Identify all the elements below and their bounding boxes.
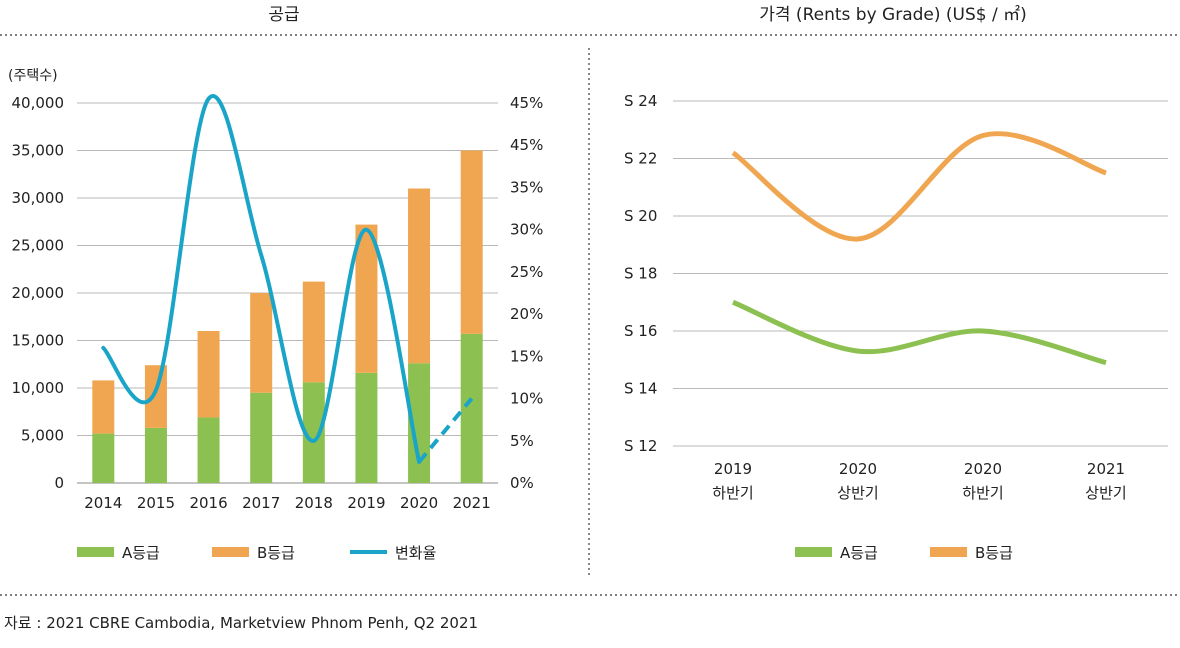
bar-grade-b-2019 (355, 224, 378, 373)
left-y-tick-label: 5,000 (21, 427, 64, 445)
right-y-tick-label: S 24 (624, 92, 657, 110)
bar-grade-b-2014 (92, 380, 115, 434)
bar-grade-b-2018 (302, 281, 325, 383)
left-y-tick-label: 20,000 (12, 284, 65, 302)
legend-label: A등급 (840, 544, 878, 562)
rent-line-grade-b (731, 131, 1107, 242)
left-x-tick-label: 2021 (453, 494, 491, 512)
left-x-tick-label: 2018 (295, 494, 333, 512)
left-x-tick-label: 2017 (242, 494, 280, 512)
left-x-tick-label: 2015 (137, 494, 175, 512)
legend-swatch-grade-a (795, 547, 832, 557)
right-y2-tick-label: 30% (510, 221, 543, 239)
left-x-tick-label: 2019 (347, 494, 385, 512)
legend-label: B등급 (975, 544, 1013, 562)
right-x-tick-year: 2019 (714, 460, 752, 478)
left-x-tick-label: 2016 (189, 494, 227, 512)
right-y-tick-label: S 20 (624, 207, 657, 225)
bar-grade-a-2018 (302, 382, 325, 483)
supply-chart-title: 공급 (268, 5, 299, 25)
left-y-tick-label: 15,000 (12, 332, 65, 350)
legend-swatch-grade-a (77, 547, 114, 557)
left-y-tick-label: 30,000 (12, 189, 65, 207)
bar-grade-b-2020 (408, 188, 431, 364)
right-y-tick-label: S 18 (624, 265, 657, 283)
left-y-tick-label: 25,000 (12, 237, 65, 255)
left-y-tick-label: 35,000 (12, 142, 65, 160)
bar-grade-a-2019 (355, 372, 378, 483)
bar-grade-b-2016 (197, 331, 220, 418)
right-y2-tick-label: 45% (510, 136, 543, 154)
bar-grade-b-2021 (460, 150, 483, 334)
right-y-tick-label: S 12 (624, 437, 657, 455)
left-y-tick-label: 10,000 (12, 379, 65, 397)
left-x-tick-label: 2014 (84, 494, 122, 512)
right-y2-tick-label: 5% (510, 432, 534, 450)
left-x-tick-label: 2020 (400, 494, 438, 512)
right-x-tick-half: 하반기 (962, 484, 1003, 502)
right-x-tick-year: 2020 (964, 460, 1002, 478)
right-y2-tick-label: 35% (510, 178, 543, 196)
right-x-tick-half: 상반기 (1085, 484, 1126, 502)
rent-chart-title: 가격 (Rents by Grade) (US$ / ㎡) (759, 5, 1027, 25)
bar-grade-a-2021 (460, 333, 483, 483)
legend-swatch-grade-b (212, 547, 249, 557)
right-y2-tick-label: 15% (510, 347, 543, 365)
bar-grade-a-2016 (197, 417, 220, 483)
right-y2-tick-label: 20% (510, 305, 543, 323)
change-rate-forecast-dashed (417, 397, 474, 464)
right-x-tick-year: 2021 (1087, 460, 1125, 478)
left-y-tick-label: 40,000 (12, 94, 65, 112)
left-y-tick-label: 0 (54, 474, 64, 492)
right-y-tick-label: S 14 (624, 380, 657, 398)
right-y-tick-label: S 16 (624, 322, 657, 340)
bar-grade-a-2017 (250, 392, 273, 483)
right-y-tick-label: S 22 (624, 150, 657, 168)
left-y-unit-label: (주택수) (8, 68, 58, 84)
legend-label: B등급 (257, 544, 295, 562)
right-x-tick-half: 상반기 (837, 484, 878, 502)
legend-swatch-grade-b (930, 547, 967, 557)
right-y2-tick-label: 45% (510, 94, 543, 112)
legend-label: 변화율 (395, 544, 436, 562)
right-y2-tick-label: 0% (510, 474, 534, 492)
right-x-tick-year: 2020 (839, 460, 877, 478)
bar-grade-a-2015 (144, 427, 167, 483)
change-rate-line (101, 94, 422, 464)
right-y2-tick-label: 10% (510, 390, 543, 408)
bar-grade-b-2015 (144, 365, 167, 428)
bar-grade-b-2017 (250, 293, 273, 393)
legend-label: A등급 (122, 544, 160, 562)
right-y2-tick-label: 25% (510, 263, 543, 281)
bar-grade-a-2014 (92, 433, 115, 483)
source-note: 자료 : 2021 CBRE Cambodia, Marketview Phno… (4, 614, 478, 632)
right-x-tick-half: 하반기 (712, 484, 753, 502)
rent-line-grade-a (732, 299, 1107, 366)
